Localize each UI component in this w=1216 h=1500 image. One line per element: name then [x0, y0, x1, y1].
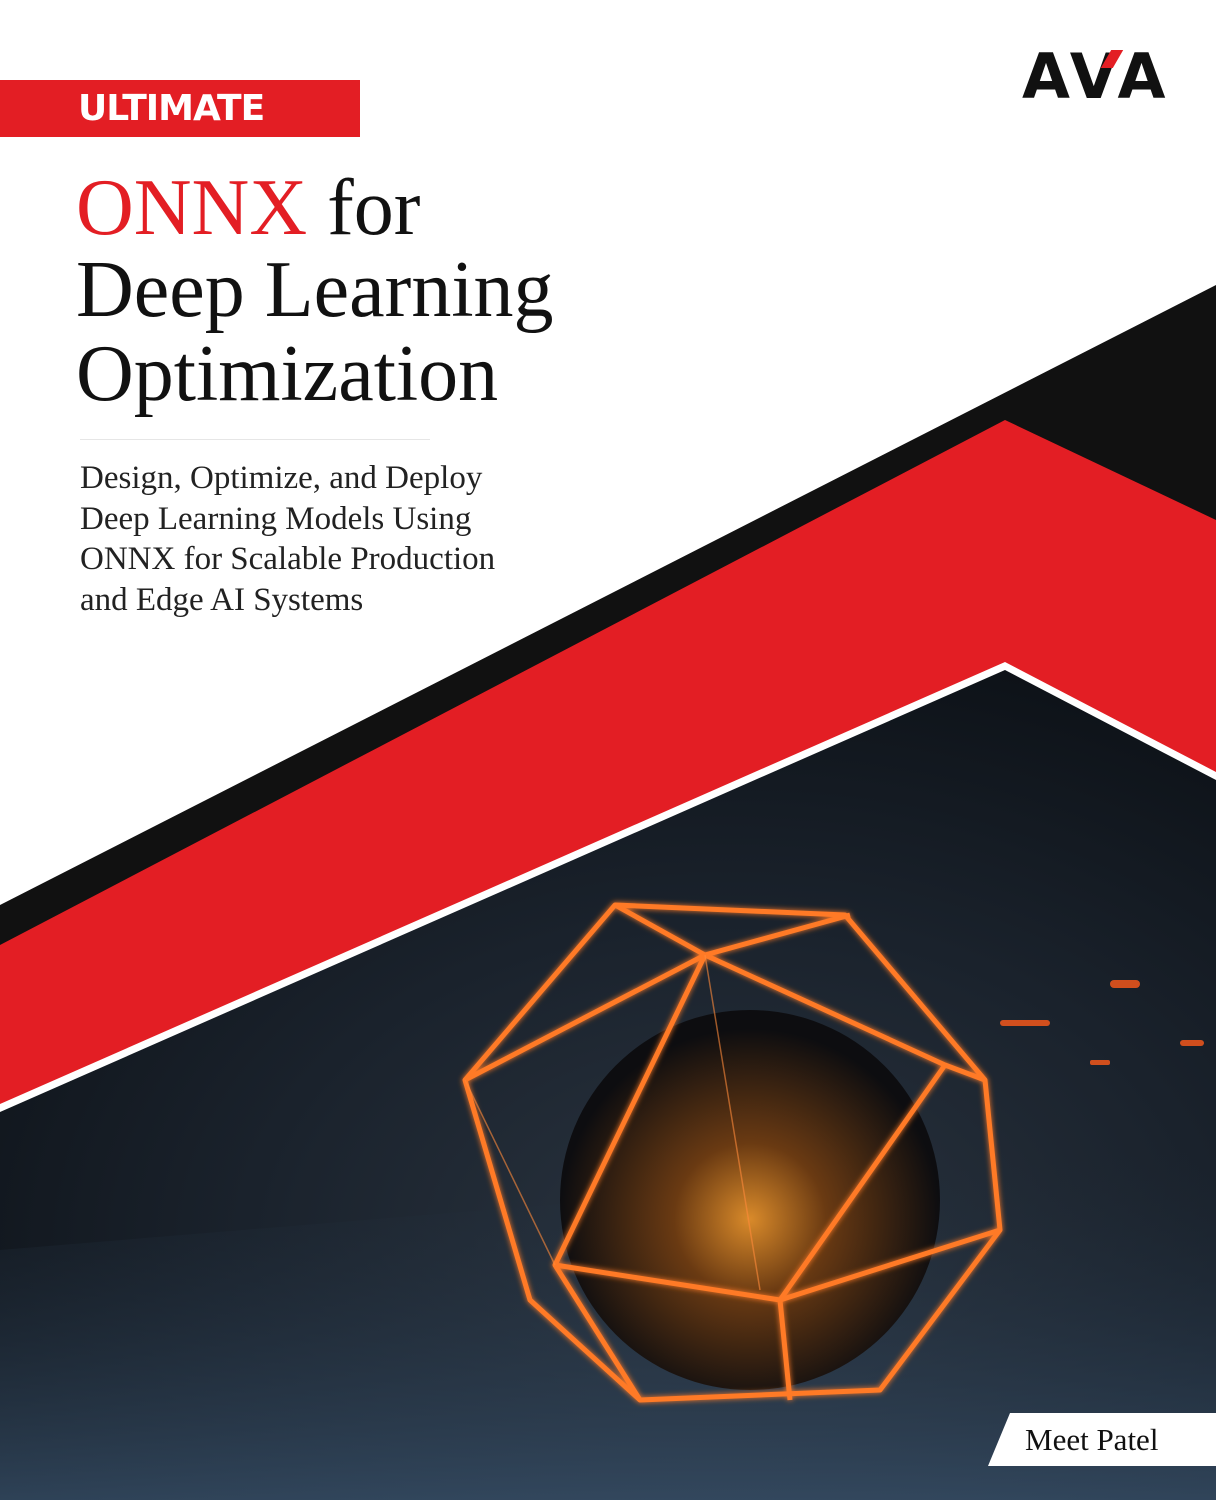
title-highlight: ONNX — [76, 164, 308, 252]
author-name: Meet Patel — [1025, 1422, 1159, 1457]
subtitle-line: and Edge AI Systems — [80, 581, 364, 618]
series-banner — [0, 80, 360, 137]
subtitle: Design, Optimize, and Deploy Deep Learni… — [80, 458, 495, 620]
subtitle-line: ONNX for Scalable Production — [80, 541, 496, 577]
author-box — [988, 1413, 1216, 1466]
publisher-logo-text: AVA — [1022, 40, 1170, 113]
book-title-line-3: Optimization — [76, 330, 499, 418]
book-title-line-1: ONNX for — [76, 168, 420, 248]
glowing-polyhedron — [462, 902, 1204, 1403]
title-line1-rest: for — [307, 164, 421, 252]
subtitle-line: Design, Optimize, and Deploy — [80, 460, 483, 496]
ava-publisher-logo: AVA — [1022, 44, 1182, 110]
divider — [80, 439, 430, 440]
subtitle-line: Deep Learning Models Using — [80, 500, 472, 537]
book-title-line-2: Deep Learning — [76, 246, 554, 334]
series-label: ULTIMATE — [78, 88, 265, 129]
